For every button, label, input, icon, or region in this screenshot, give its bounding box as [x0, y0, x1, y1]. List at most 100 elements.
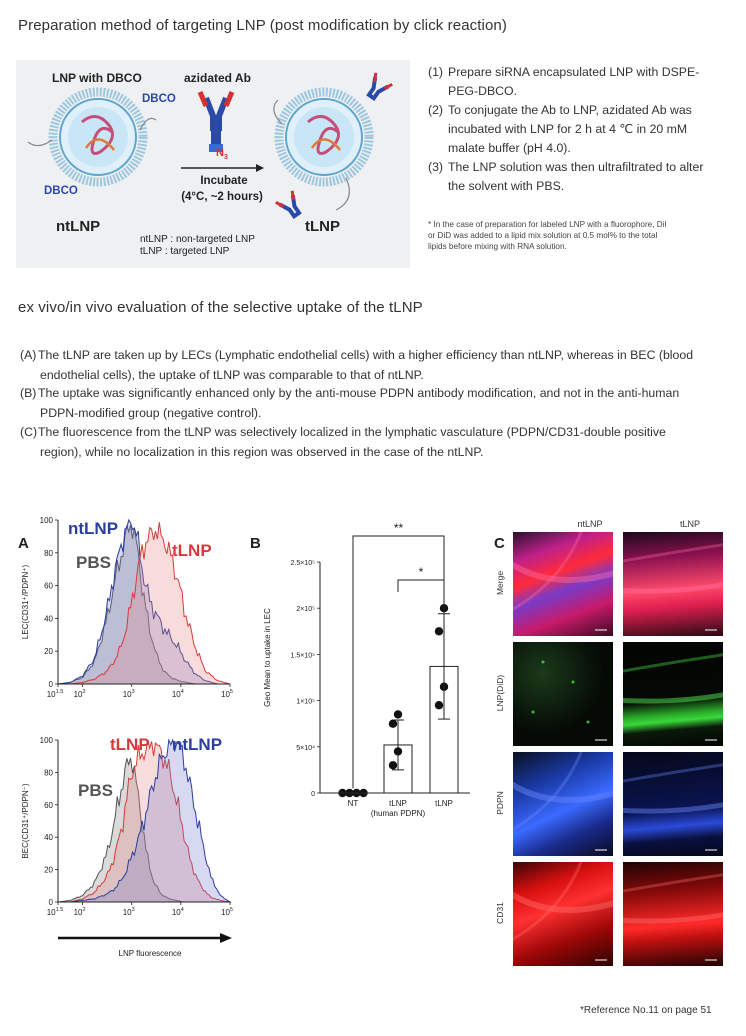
- y-tick-label: 0: [311, 791, 315, 798]
- x-tick-label: 101.5: [47, 907, 64, 917]
- significance-label: **: [394, 521, 404, 535]
- y-tick-label: 2×10⁵: [296, 606, 315, 613]
- x-tick-label: 103: [123, 907, 135, 917]
- significance-label: *: [419, 565, 424, 579]
- azidated-ab-label: azidated Ab: [184, 71, 251, 85]
- x-tick-label: 105: [221, 689, 233, 699]
- footnote-line: * In the case of preparation for labeled…: [428, 220, 667, 229]
- histogram-bec: 0 20 40 60 80 100 101.5 102 103 104 105 BEC(CD31⁺/P…: [21, 736, 233, 917]
- significance-bracket: [352, 535, 445, 789]
- series-label-ntlnp: ntLNP: [68, 519, 118, 538]
- lnp-with-dbco-label: LNP with DBCO: [52, 71, 142, 85]
- micrograph-pdpn-ntlnp: [513, 752, 613, 856]
- series-label-pbs: PBS: [76, 553, 111, 572]
- legend-ntlnp: ntLNP : non-targeted LNP: [140, 234, 255, 245]
- col-label-tlnp: tLNP: [679, 519, 700, 529]
- significance-bracket: [397, 579, 445, 702]
- data-point: [388, 761, 398, 770]
- tlnp-particle: [273, 72, 393, 220]
- histogram-series-ntlnp: [58, 738, 232, 903]
- data-point: [434, 701, 444, 710]
- data-point: [393, 747, 403, 756]
- x-tick-label: 102: [74, 689, 86, 699]
- x-tick-label: 103: [123, 689, 135, 699]
- step-line: To conjugate the Ab to LNP, azidated Ab …: [448, 103, 692, 117]
- row-label-lnp-did-: LNP(DiD): [495, 674, 505, 712]
- series-label-tlnp: tLNP: [172, 541, 212, 560]
- y-tick-label: 100: [40, 736, 54, 745]
- paragraph-line: The uptake was significantly enhanced on…: [38, 386, 680, 400]
- step-line: Prepare siRNA encapsulated LNP with DSPE…: [448, 65, 700, 79]
- category-label: tLNP: [389, 799, 407, 808]
- click-reaction-scheme: LNP with DBCO azidated Ab DBCO DBCO N3 I…: [16, 60, 410, 268]
- series-label-ntlnp: ntLNP: [172, 735, 222, 754]
- azide-label: N3: [216, 147, 228, 162]
- step-line: The LNP solution was then ultrafiltrated…: [448, 160, 704, 174]
- y-tick-label: 1×10⁵: [296, 699, 315, 706]
- step-line: incubated with LNP for 2 h at 4 ℃ in 20 …: [448, 122, 688, 136]
- category-sublabel: (human PDPN): [371, 809, 426, 818]
- step-number: (1): [428, 65, 444, 79]
- tlnp-label: tLNP: [305, 218, 340, 235]
- paragraph-label: (B): [20, 386, 37, 400]
- data-point: [388, 719, 398, 728]
- x-tick-label: 101.5: [47, 689, 64, 699]
- y-tick-label: 100: [40, 516, 54, 525]
- y-axis-label: BEC(CD31⁺/PDPN⁻): [21, 783, 30, 858]
- dbco-top-label: DBCO: [142, 93, 176, 105]
- y-tick-label: 20: [44, 647, 53, 656]
- micrograph-cd31-tlnp: [623, 862, 723, 966]
- paragraph-line: The fluorescence from the tLNP was selec…: [38, 425, 666, 439]
- y-tick-label: 40: [44, 833, 53, 842]
- micrograph-merge-ntlnp: [513, 532, 613, 636]
- panel-label-a: A: [18, 535, 29, 552]
- x-tick-label: 104: [172, 907, 184, 917]
- panel-label-c: C: [494, 535, 505, 552]
- data-point: [393, 710, 403, 719]
- paragraph-label: (A): [20, 348, 37, 362]
- section-title-evaluation: ex vivo/in vivo evaluation of the select…: [18, 299, 423, 316]
- y-tick-label: 2.5×10⁵: [290, 560, 315, 567]
- row-label-pdpn: PDPN: [495, 791, 505, 815]
- ntlnp-label: ntLNP: [56, 218, 101, 235]
- footnote-line: lipids before mixing with RNA solution.: [428, 242, 567, 251]
- y-axis-label: Geo Mean to uptake in LEC: [263, 608, 272, 707]
- x-tick-label: 102: [74, 907, 86, 917]
- col-label-ntlnp: ntLNP: [577, 519, 603, 529]
- dbco-bottom-label: DBCO: [44, 185, 78, 197]
- y-tick-label: 60: [44, 582, 53, 591]
- step-line: malate buffer (pH 4.0).: [448, 141, 571, 155]
- step-line: PEG-DBCO.: [448, 84, 518, 98]
- paragraph-line: The tLNP are taken up by LECs (Lymphatic…: [38, 348, 694, 362]
- histogram-series-tlnp: [58, 522, 231, 685]
- azidated-antibody: [197, 91, 235, 152]
- preparation-footnote: * In the case of preparation for labeled…: [428, 219, 733, 252]
- row-label-merge: Merge: [495, 570, 505, 596]
- y-tick-label: 0: [49, 680, 54, 689]
- micrograph-merge-tlnp: [623, 532, 723, 636]
- category-label: tLNP: [435, 799, 453, 808]
- section-title-preparation: Preparation method of targeting LNP (pos…: [18, 17, 507, 34]
- series-label-pbs: PBS: [78, 781, 113, 800]
- step-number: (2): [428, 103, 444, 117]
- legend-tlnp: tLNP : targeted LNP: [140, 246, 230, 257]
- category-label: NT: [348, 799, 359, 808]
- y-tick-label: 1.5×10⁵: [290, 652, 315, 659]
- y-tick-label: 80: [44, 768, 53, 777]
- x-axis-label: LNP fluorescence: [119, 949, 183, 958]
- paragraph-line: endothelial cells), the uptake of tLNP w…: [40, 367, 424, 382]
- series-label-tlnp: tLNP: [110, 735, 150, 754]
- y-tick-label: 5×10⁴: [296, 745, 315, 752]
- micrograph-lnp-did--tlnp: [623, 642, 723, 746]
- data-point: [434, 627, 444, 636]
- paragraph-line: region), while no localization in this r…: [40, 444, 484, 459]
- micrograph-pdpn-tlnp: [623, 752, 723, 856]
- histogram-series-ntlnp: [57, 518, 230, 685]
- x-tick-label: 105: [221, 907, 233, 917]
- histogram-lec: 0 20 40 60 80 100 101.5 102 103 104 105 LEC(CD31⁺/P…: [21, 516, 233, 699]
- paragraph-label: (C): [20, 425, 38, 439]
- row-label-cd31: CD31: [495, 902, 505, 924]
- fluorescence-arrow-head: [220, 933, 232, 943]
- scheme-drawing: [27, 72, 393, 220]
